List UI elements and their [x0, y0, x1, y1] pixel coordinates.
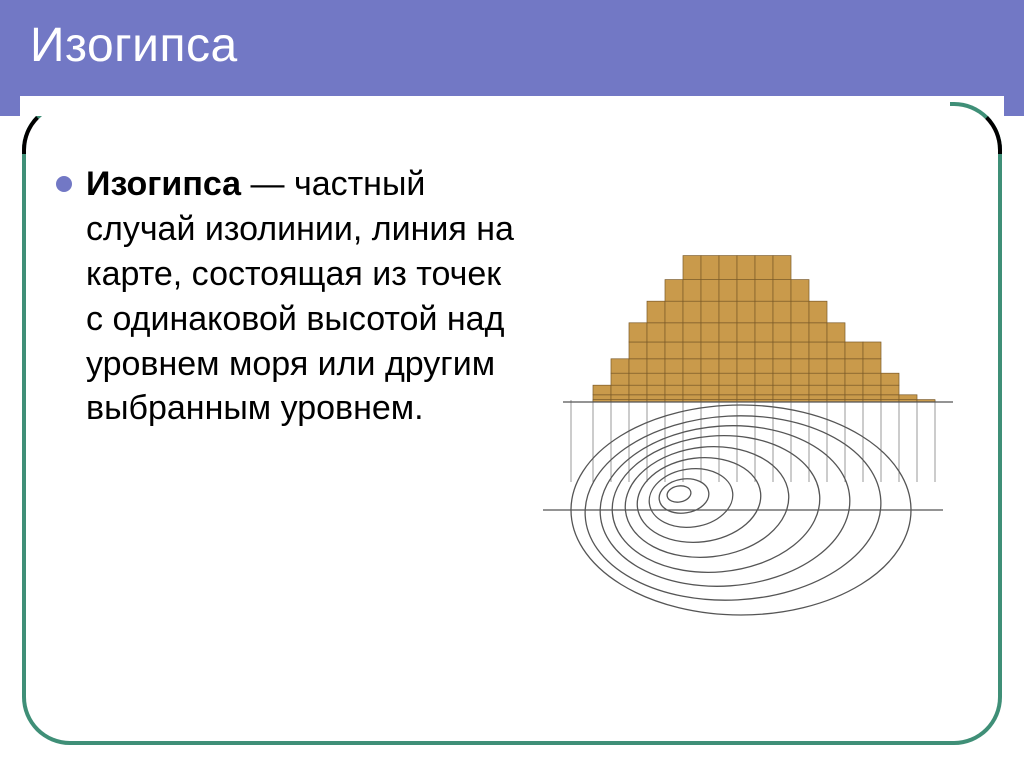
contour-diagram: [523, 192, 963, 632]
definition-rest: — частный случай изолинии, линия на карт…: [86, 165, 514, 427]
bullet-icon: [56, 176, 72, 192]
frame-top-mask: [20, 96, 1004, 116]
term: Изогипса: [86, 165, 241, 203]
definition-text: Изогипса — частный случай изолинии, лини…: [86, 162, 516, 431]
page-title: Изогипса: [30, 18, 238, 73]
content-frame: Изогипса — частный случай изолинии, лини…: [22, 102, 1002, 745]
